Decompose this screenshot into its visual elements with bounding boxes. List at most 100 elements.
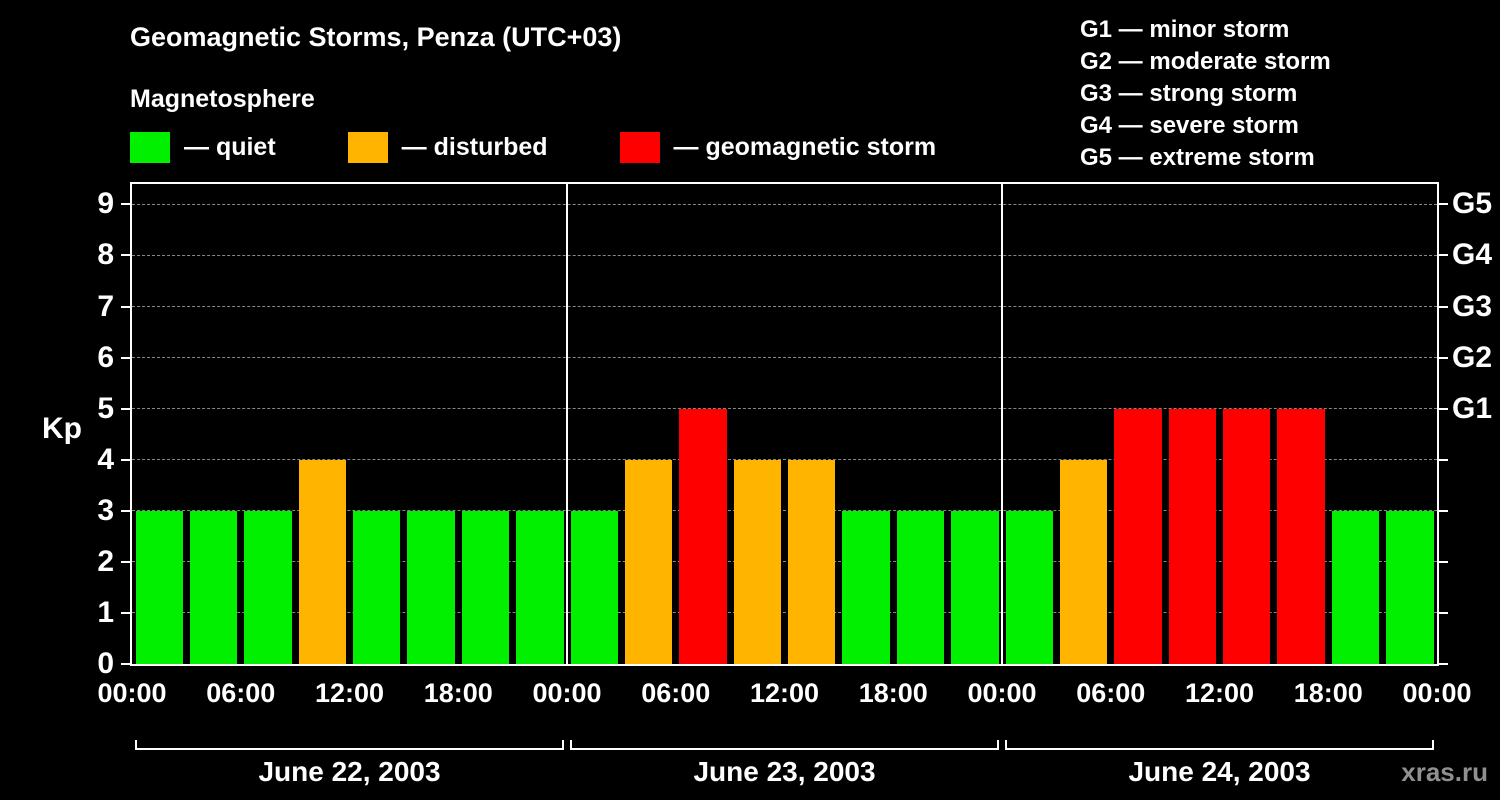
legend-item-disturbed: — disturbed xyxy=(347,132,548,163)
y-axis-tick-left xyxy=(121,407,132,410)
kp-gridline xyxy=(132,357,1437,359)
storm-scale-g3: G3 — strong storm xyxy=(1080,80,1298,107)
y-axis-tick-left xyxy=(121,254,132,257)
x-tick-label: 18:00 xyxy=(1293,678,1363,708)
y-tick-label: 2 xyxy=(97,544,114,578)
storm-color-swatch xyxy=(619,132,660,163)
kp-bar-storm xyxy=(1277,408,1325,664)
x-tick-label: 00:00 xyxy=(1402,678,1472,708)
legend-label-quiet: — quiet xyxy=(184,133,276,161)
y-axis-tick-right xyxy=(1437,407,1448,410)
y-axis-tick-right xyxy=(1437,203,1448,206)
x-tick-label: 12:00 xyxy=(314,678,385,708)
kp-bar-storm xyxy=(679,408,727,664)
activity-legend: — quiet — disturbed — geomagnetic storm xyxy=(130,132,1008,163)
storm-scale-g4: G4 — severe storm xyxy=(1080,112,1299,139)
kp-bar-quiet xyxy=(951,510,999,664)
disturbed-color-swatch xyxy=(347,132,388,163)
y-tick-label: 8 xyxy=(97,238,114,272)
y-axis-tick-right xyxy=(1437,356,1448,359)
y-tick-label: 5 xyxy=(97,391,114,425)
date-label: June 24, 2003 xyxy=(1128,756,1311,787)
y-axis-tick-right xyxy=(1437,663,1448,665)
y-axis-tick-left xyxy=(121,305,132,308)
y-axis-tick-left xyxy=(121,560,132,563)
kp-bar-quiet xyxy=(135,510,183,664)
kp-bar-chart: Kp 0 1 2 3 4 5 6 7 8 9 G1 G2 G3 G4 G5 00:00 06:00 12:00 18… xyxy=(42,182,1492,787)
y-axis-tick-right xyxy=(1437,254,1448,257)
kp-bar-quiet xyxy=(189,510,238,664)
kp-bar-quiet xyxy=(570,510,618,664)
legend-label-disturbed: — disturbed xyxy=(401,133,548,161)
kp-bar-quiet xyxy=(461,510,510,664)
y-tick-label: 4 xyxy=(97,442,114,476)
y-axis-tick-right xyxy=(1437,305,1448,308)
kp-bar-quiet xyxy=(244,510,292,664)
chart-subtitle: Magnetosphere xyxy=(130,85,315,113)
kp-bar-quiet xyxy=(1386,510,1434,664)
legend-item-storm: — geomagnetic storm xyxy=(619,132,937,163)
x-tick-label: 12:00 xyxy=(749,678,820,708)
date-label: June 22, 2003 xyxy=(258,756,441,787)
y-axis-tick-right xyxy=(1437,560,1448,563)
y-tick-label: 0 xyxy=(97,647,114,680)
y-axis-tick-right xyxy=(1437,509,1448,512)
y-axis-tick-right xyxy=(1437,458,1448,461)
y-axis-tick-left xyxy=(121,509,132,512)
day-bracket xyxy=(570,740,999,750)
watermark: xras.ru xyxy=(1401,757,1488,787)
day-bracket xyxy=(1005,740,1434,750)
storm-scale-g5: G5 — extreme storm xyxy=(1080,144,1315,171)
kp-bar-quiet xyxy=(516,510,564,664)
kp-bar-quiet xyxy=(1331,510,1380,664)
g-scale-tick-label: G1 xyxy=(1452,391,1493,425)
y-tick-label: 1 xyxy=(97,595,114,629)
x-tick-label: 06:00 xyxy=(1076,678,1146,708)
x-tick-label: 06:00 xyxy=(206,678,276,708)
kp-gridline xyxy=(132,203,1437,205)
y-tick-label: 9 xyxy=(97,187,114,221)
y-axis-tick-left xyxy=(121,203,132,206)
kp-gridline xyxy=(132,459,1437,461)
g-scale-tick-label: G4 xyxy=(1452,238,1493,272)
kp-bar-disturbed xyxy=(624,459,673,664)
legend-item-quiet: — quiet xyxy=(130,132,276,163)
y-axis-tick-left xyxy=(121,611,132,614)
kp-bar-disturbed xyxy=(298,459,346,664)
x-tick-label: 00:00 xyxy=(532,678,602,708)
kp-bar-storm xyxy=(1168,408,1216,664)
kp-bar-disturbed xyxy=(788,459,836,664)
kp-gridline xyxy=(132,612,1437,614)
day-bracket xyxy=(135,740,564,750)
kp-bar-quiet xyxy=(842,510,890,664)
day-separator xyxy=(566,184,568,664)
x-tick-label: 00:00 xyxy=(967,678,1037,708)
date-label: June 23, 2003 xyxy=(693,756,876,787)
kp-bar-quiet xyxy=(896,510,945,664)
g-scale-tick-label: G3 xyxy=(1452,289,1493,323)
storm-scale-g2: G2 — moderate storm xyxy=(1080,48,1331,75)
x-tick-label: 18:00 xyxy=(858,678,928,708)
y-axis-tick-right xyxy=(1437,611,1448,614)
y-axis-tick-left xyxy=(121,356,132,359)
page-title: Geomagnetic Storms, Penza (UTC+03) xyxy=(130,22,622,52)
kp-bar-disturbed xyxy=(733,459,781,664)
y-tick-label: 3 xyxy=(97,493,114,527)
g-scale-tick-label: G2 xyxy=(1452,340,1493,374)
storm-scale-g1: G1 — minor storm xyxy=(1080,16,1290,43)
legend-label-storm: — geomagnetic storm xyxy=(673,133,937,161)
y-axis-tick-left xyxy=(121,458,132,461)
y-tick-label: 7 xyxy=(97,289,114,323)
x-tick-label: 06:00 xyxy=(641,678,711,708)
quiet-color-swatch xyxy=(130,132,170,163)
kp-bar-quiet xyxy=(353,510,401,664)
kp-bar-quiet xyxy=(1005,510,1053,664)
kp-bar-disturbed xyxy=(1059,459,1108,664)
x-tick-label: 00:00 xyxy=(97,678,167,708)
y-axis-label: Kp xyxy=(42,412,82,445)
kp-gridline xyxy=(132,510,1437,512)
kp-gridline xyxy=(132,408,1437,410)
kp-gridline xyxy=(132,306,1437,308)
kp-bar-storm xyxy=(1114,408,1162,664)
